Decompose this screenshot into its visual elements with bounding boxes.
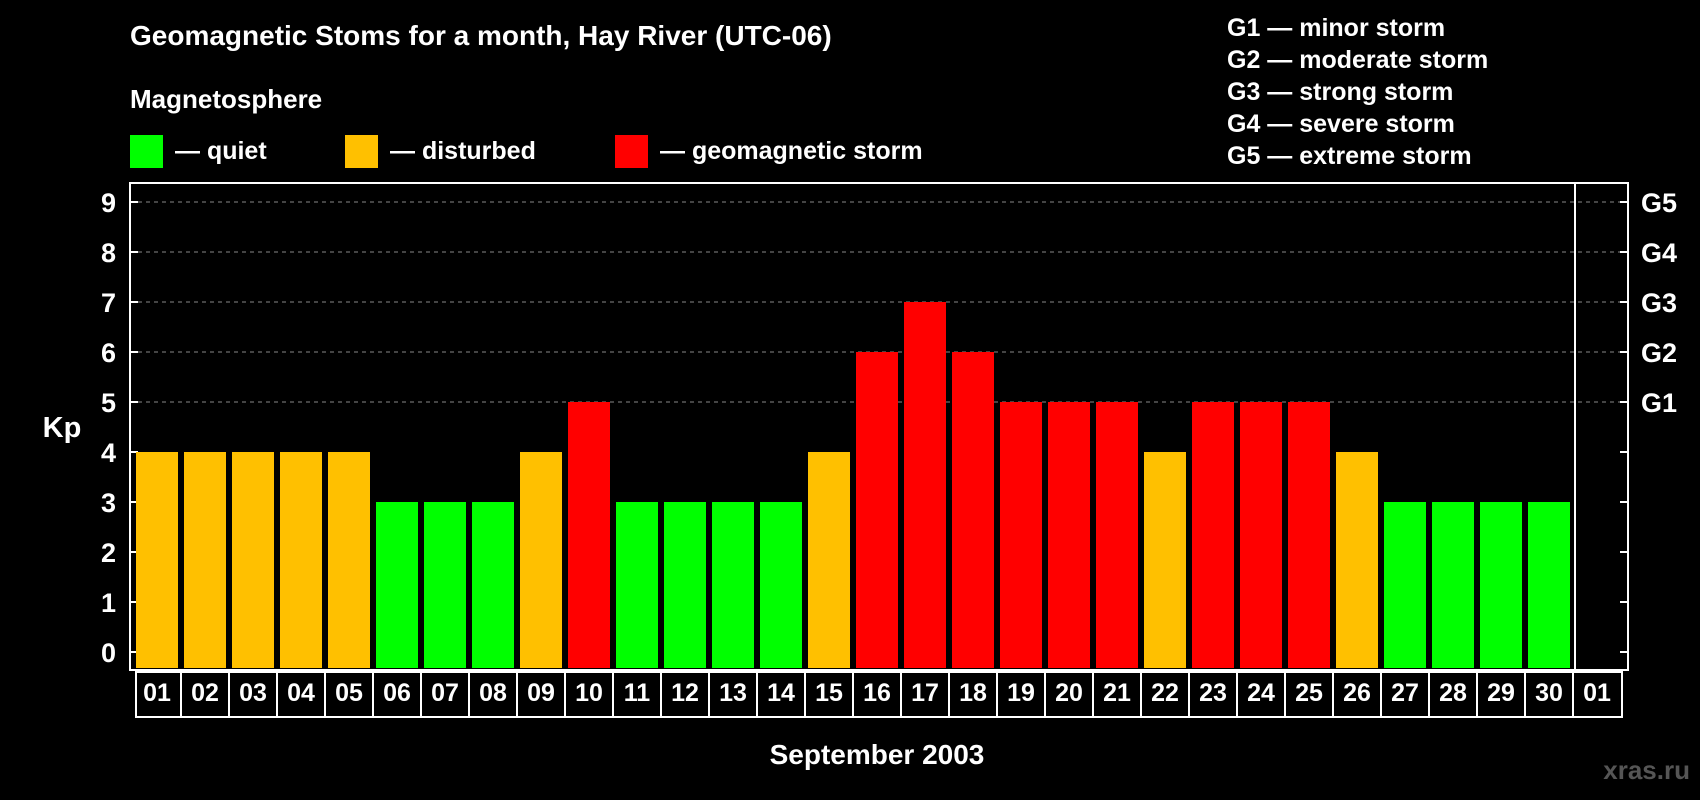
- x-label-strip: [135, 671, 1623, 718]
- x-tick-label: 09: [527, 679, 555, 707]
- bar: [280, 452, 322, 668]
- x-tick-label: 02: [191, 679, 219, 707]
- y-axis-label: Kp: [43, 412, 82, 444]
- x-tick-label: 18: [959, 679, 987, 707]
- bar: [472, 502, 514, 668]
- watermark: xras.ru: [1603, 755, 1690, 785]
- y-tick-label: 4: [101, 438, 116, 468]
- bar: [328, 452, 370, 668]
- g-level-label: G2: [1641, 338, 1677, 368]
- bar: [856, 352, 898, 668]
- x-tick-label: 27: [1391, 679, 1419, 707]
- bar: [424, 502, 466, 668]
- bar: [1000, 402, 1042, 668]
- g-level-label: G5: [1641, 188, 1677, 218]
- x-tick-label: 29: [1487, 679, 1515, 707]
- bar: [760, 502, 802, 668]
- x-tick-label: 03: [239, 679, 267, 707]
- bar: [712, 502, 754, 668]
- g-legend-item: G1 — minor storm: [1227, 14, 1446, 42]
- bar: [952, 352, 994, 668]
- bar: [1192, 402, 1234, 668]
- y-tick-label: 8: [101, 238, 116, 268]
- bar: [232, 452, 274, 668]
- x-tick-label: 04: [287, 679, 315, 707]
- y-tick-label: 1: [101, 588, 116, 618]
- x-tick-label: 16: [863, 679, 891, 707]
- y-tick-label: 0: [101, 638, 116, 668]
- legend-swatch-storm: [615, 134, 648, 168]
- bar: [1288, 402, 1330, 668]
- x-tick-label: 28: [1439, 679, 1467, 707]
- x-tick-label: 21: [1103, 679, 1131, 707]
- y-tick-label: 7: [101, 288, 116, 318]
- x-tick-label: 20: [1055, 679, 1083, 707]
- x-tick-label: 26: [1343, 679, 1371, 707]
- legend-swatch-quiet: [130, 134, 163, 168]
- bar: [1528, 502, 1570, 668]
- bar: [568, 402, 610, 668]
- chart-title: Geomagnetic Stoms for a month, Hay River…: [130, 20, 832, 51]
- bar: [664, 502, 706, 668]
- bar: [1144, 452, 1186, 668]
- bar: [1048, 402, 1090, 668]
- x-tick-label: 17: [911, 679, 939, 707]
- g-level-label: G4: [1641, 238, 1677, 268]
- bar: [376, 502, 418, 668]
- x-tick-label: 24: [1247, 679, 1275, 707]
- y-tick-label: 5: [101, 388, 116, 418]
- g-legend-item: G4 — severe storm: [1227, 110, 1455, 138]
- g-legend-item: G5 — extreme storm: [1227, 142, 1472, 170]
- g-legend-item: G3 — strong storm: [1227, 78, 1454, 106]
- bar: [1336, 452, 1378, 668]
- x-tick-label: 23: [1199, 679, 1227, 707]
- bar: [184, 452, 226, 668]
- bar: [1480, 502, 1522, 668]
- x-tick-label: 22: [1151, 679, 1179, 707]
- x-tick-label: 08: [479, 679, 507, 707]
- g-level-label: G1: [1641, 388, 1677, 418]
- x-tick-label: 14: [767, 679, 795, 707]
- bar: [1240, 402, 1282, 668]
- g-legend-item: G2 — moderate storm: [1227, 46, 1489, 74]
- legend-quiet: — quiet: [130, 134, 267, 168]
- x-tick-label: 01: [1583, 679, 1611, 707]
- y-tick-label: 2: [101, 538, 116, 568]
- g-level-label: G3: [1641, 288, 1677, 318]
- legend-label-quiet: — quiet: [175, 136, 267, 165]
- y-tick-label: 9: [101, 188, 116, 218]
- bar: [1432, 502, 1474, 668]
- legend-label-storm: — geomagnetic storm: [660, 136, 923, 165]
- x-tick-label: 11: [624, 679, 651, 707]
- x-tick-label: 19: [1007, 679, 1035, 707]
- x-tick-label: 01: [143, 679, 171, 707]
- legend-label-disturbed: — disturbed: [390, 136, 536, 165]
- x-tick-label: 10: [575, 679, 603, 707]
- x-tick-label: 13: [719, 679, 747, 707]
- y-tick-label: 3: [101, 488, 116, 518]
- legend-swatch-disturbed: [345, 134, 378, 168]
- x-tick-label: 12: [671, 679, 699, 707]
- plot-frame: [129, 182, 1629, 671]
- y-tick-label: 6: [101, 338, 116, 368]
- x-tick-label: 15: [815, 679, 843, 707]
- bar: [1096, 402, 1138, 668]
- x-tick-label: 06: [383, 679, 411, 707]
- bar: [616, 502, 658, 668]
- g-scale-legend: G1 — minor storm G2 — moderate storm G3 …: [1227, 12, 1488, 172]
- legend-storm: — geomagnetic storm: [615, 134, 923, 168]
- legend-subtitle: Magnetosphere: [130, 84, 323, 114]
- x-axis-label: September 2003: [770, 739, 985, 770]
- x-tick-label: 05: [335, 679, 363, 707]
- bar: [904, 302, 946, 668]
- bar: [136, 452, 178, 668]
- x-tick-label: 25: [1295, 679, 1323, 707]
- bar: [1384, 502, 1426, 668]
- bar: [808, 452, 850, 668]
- x-tick-label: 07: [431, 679, 459, 707]
- legend-disturbed: — disturbed: [345, 134, 536, 168]
- bar: [520, 452, 562, 668]
- x-tick-label: 30: [1535, 679, 1563, 707]
